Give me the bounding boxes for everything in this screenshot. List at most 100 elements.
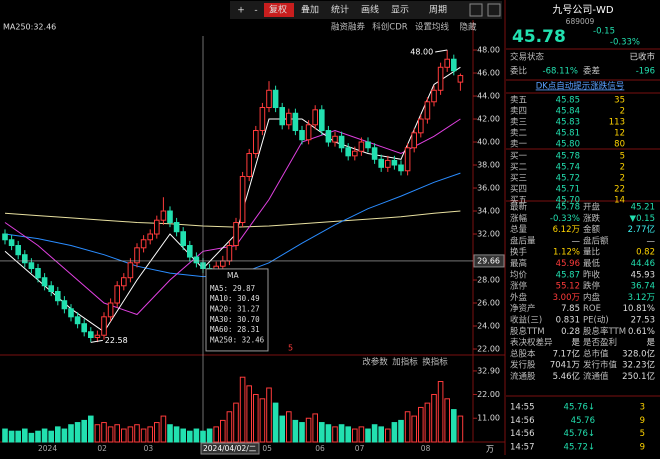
toolbar-button[interactable]: 画线 <box>361 4 379 16</box>
volume-bar <box>365 428 371 443</box>
indicator-button[interactable]: 加指标 <box>392 357 418 368</box>
candle-body <box>444 58 450 68</box>
volume-bar <box>8 430 15 443</box>
toolbar-button[interactable]: 叠加 <box>301 5 319 16</box>
header-link[interactable]: 融资融券 <box>331 22 366 33</box>
stat-value: 27.53 <box>631 316 655 326</box>
stat-value: 45.93 <box>631 270 655 280</box>
indicator-button[interactable]: 改参数 <box>362 357 388 368</box>
stat-value: — <box>647 236 656 246</box>
volume-bar <box>2 428 8 443</box>
volume-bar <box>371 424 378 443</box>
icon-close[interactable] <box>487 3 501 17</box>
date-label: 2024 <box>38 444 57 453</box>
book-volume: 5 <box>620 152 625 162</box>
date-highlight <box>200 442 260 455</box>
change-pct: -0.33% <box>610 38 640 48</box>
indicator-button[interactable]: 换指标 <box>422 357 448 368</box>
date-label: 02 <box>97 444 107 453</box>
stat-label: 总市值 <box>583 348 609 359</box>
stat-value: 2.77亿 <box>628 224 655 235</box>
volume-bar <box>173 426 180 443</box>
candle-body <box>81 323 88 333</box>
tooltip-item: MA60: 28.31 <box>210 325 260 334</box>
volume-tick-label: 32.90 <box>477 366 500 375</box>
candle-body <box>418 118 424 134</box>
y-tick-label: 32.00 <box>477 230 500 239</box>
signal[interactable]: DK点自动提示涨跌信号 <box>536 81 625 92</box>
header-link[interactable]: 设置均线 <box>415 22 450 33</box>
date-label: 08 <box>421 444 431 453</box>
crosshair-value-bg <box>473 254 505 268</box>
stat-value: 是 <box>646 338 655 348</box>
candle-body <box>88 331 94 339</box>
book-label: 卖四 <box>510 107 527 117</box>
candle-body <box>147 233 153 241</box>
icon-window[interactable] <box>469 3 483 17</box>
volume-bar <box>206 428 213 443</box>
header-link[interactable]: 科创CDR <box>372 22 407 33</box>
book-price: 45.78 <box>556 152 580 162</box>
stat-value: ▼0.15 <box>630 214 655 224</box>
volume-bar <box>140 428 147 443</box>
tooltip-item: MA250: 32.46 <box>210 335 265 344</box>
candle-body <box>220 260 226 267</box>
book-label: 卖三 <box>510 118 527 128</box>
y-tick-label: 48.00 <box>477 46 500 55</box>
book-label: 买五 <box>510 196 528 206</box>
toolbar-button[interactable]: - <box>254 6 257 16</box>
volume-bar <box>345 426 351 443</box>
candle-body <box>404 147 411 172</box>
volume-bar <box>253 393 259 443</box>
book-label: 卖一 <box>510 140 528 150</box>
stat-value: 是 <box>571 338 580 348</box>
candle-body <box>365 141 371 149</box>
volume-bar <box>134 424 140 443</box>
volume-bar <box>332 426 338 443</box>
stat-label: 总股本 <box>510 348 536 359</box>
stat-value: 7.17亿 <box>553 348 580 359</box>
volume-bar <box>226 411 233 443</box>
toolbar-button[interactable]: 复权 <box>269 4 287 16</box>
candle-body <box>358 141 365 152</box>
candle-body <box>338 135 345 149</box>
volume-bar <box>35 430 41 443</box>
stat-label: 净资产 <box>510 303 536 314</box>
candle-body <box>94 334 101 339</box>
stock-code: 689009 <box>566 17 595 26</box>
toolbar-button[interactable]: + <box>237 6 245 16</box>
tick-price: 45.76 <box>571 416 595 426</box>
book-volume: 80 <box>614 140 625 150</box>
toolbar-button[interactable]: 周期 <box>429 5 447 16</box>
volume-bar <box>114 424 121 443</box>
toolbar <box>230 1 502 19</box>
candle-body <box>101 316 107 336</box>
stat-value: -0.33% <box>550 214 580 224</box>
toolbar-button[interactable]: 统计 <box>331 4 349 16</box>
candle-body <box>259 107 266 132</box>
y-tick-label: 44.00 <box>477 92 500 101</box>
header-link[interactable]: 隐藏 <box>459 22 477 33</box>
candle-body <box>411 132 417 149</box>
volume-bar <box>81 419 88 443</box>
volume-tick-label: 11.00 <box>477 414 500 423</box>
stat-label: 最新 <box>510 202 528 213</box>
volume-bar <box>272 402 279 443</box>
book-label: 买三 <box>510 174 527 184</box>
volume-bar <box>451 409 457 443</box>
candle-body <box>127 262 134 279</box>
volume-bar <box>398 419 404 443</box>
tooltip-box <box>205 268 269 352</box>
volume-bar <box>358 426 365 443</box>
book-volume: 14 <box>614 196 625 206</box>
candle-body <box>312 109 318 126</box>
candle-body <box>35 268 41 279</box>
volume-bar <box>312 413 318 443</box>
volume-bar <box>325 424 332 443</box>
candle-body <box>292 112 299 132</box>
toolbar-button[interactable]: 显示 <box>391 5 409 16</box>
date-label: 2024/04/02/二 <box>203 444 257 453</box>
y-tick-label: 42.00 <box>477 115 500 124</box>
stat-label: 金额 <box>583 224 601 235</box>
candle-body <box>332 135 338 143</box>
